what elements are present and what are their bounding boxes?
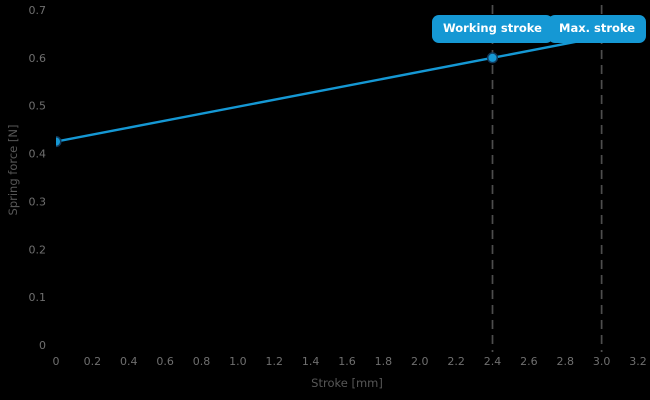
y-axis-label: Spring force [N] xyxy=(6,124,20,216)
data-point-marker xyxy=(486,52,499,64)
x-tick-label: 1.0 xyxy=(229,355,247,368)
x-tick-label: 1.6 xyxy=(338,355,356,368)
y-tick-label: 0.7 xyxy=(29,4,47,17)
y-tick-label: 0 xyxy=(39,339,46,352)
y-tick-label: 0.5 xyxy=(29,100,47,113)
x-axis-label: Stroke [mm] xyxy=(311,376,383,390)
x-tick-label: 2.4 xyxy=(484,355,502,368)
x-tick-label: 0.8 xyxy=(193,355,211,368)
y-tick-label: 0.6 xyxy=(29,52,47,65)
x-tick-label: 0.4 xyxy=(120,355,138,368)
x-tick-label: 2.8 xyxy=(557,355,575,368)
x-tick-label: 2.0 xyxy=(411,355,429,368)
x-tick-label: 1.2 xyxy=(266,355,284,368)
x-tick-label: 1.4 xyxy=(302,355,320,368)
y-tick-label: 0.3 xyxy=(29,195,47,208)
x-tick-label: 0.2 xyxy=(84,355,102,368)
data-point-marker xyxy=(56,136,62,148)
x-tick-label: 1.8 xyxy=(375,355,393,368)
x-tick-label: 2.6 xyxy=(520,355,538,368)
y-tick-label: 0.4 xyxy=(29,148,47,161)
x-tick-label: 0.6 xyxy=(156,355,174,368)
working-stroke-badge: Working stroke xyxy=(432,15,553,43)
y-tick-label: 0.2 xyxy=(29,243,47,256)
y-tick-label: 0.1 xyxy=(29,291,47,304)
x-tick-label: 2.2 xyxy=(447,355,465,368)
max-stroke-badge: Max. stroke xyxy=(548,15,647,43)
x-tick-label: 0 xyxy=(53,355,60,368)
x-tick-label: 3.2 xyxy=(629,355,647,368)
spring-force-line xyxy=(56,35,602,143)
x-tick-label: 3.0 xyxy=(593,355,611,368)
